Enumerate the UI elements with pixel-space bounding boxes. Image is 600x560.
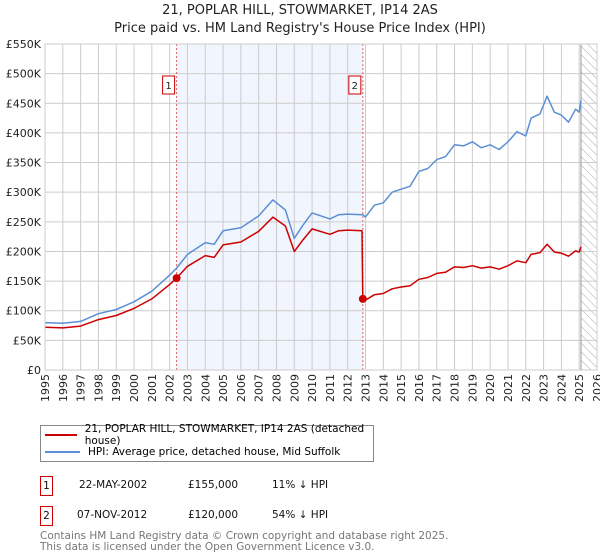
footer-licence: This data is licensed under the Open Gov… (40, 541, 375, 553)
x-tick-label: 2004 (199, 374, 212, 402)
x-tick-label: 2009 (288, 374, 301, 402)
y-tick-label: £50K (13, 334, 42, 347)
x-tick-label: 2002 (164, 374, 177, 402)
sale-label-box (162, 75, 176, 95)
legend-item-hpi: HPI: Average price, detached house, Mid … (45, 444, 340, 460)
x-tick-label: 2005 (217, 374, 230, 402)
sale-marker: 1 (40, 476, 53, 496)
y-tick-label: £300K (6, 186, 42, 199)
x-tick-label: 1997 (75, 374, 88, 402)
sale-hpi-diff: 11% ↓ HPI (272, 479, 329, 491)
x-tick-label: 2003 (181, 374, 194, 402)
forecast-hatch (580, 44, 597, 370)
x-tick-label: 1996 (57, 374, 70, 402)
x-tick-label: 2014 (377, 374, 390, 402)
plot-border (44, 43, 598, 371)
legend: 21, POPLAR HILL, STOWMARKET, IP14 2AS (d… (40, 423, 374, 462)
sale-price: £155,000 (188, 479, 239, 491)
x-tick-label: 2013 (360, 374, 373, 402)
x-tick-label: 2024 (555, 374, 568, 402)
x-tick-label: 2019 (466, 374, 479, 402)
sale-date: 22-MAY-2002 (79, 479, 148, 491)
price-chart: 1995 1996 1997 1998 1999 2000 2001 2002 2003 2004… (6, 38, 600, 402)
x-tick-label: 2017 (431, 374, 444, 402)
x-tick-label: 2006 (235, 374, 248, 402)
x-tick-label: 1995 (39, 374, 52, 402)
x-tick-label: 2001 (146, 374, 159, 402)
sale-date: 07-NOV-2012 (77, 509, 148, 521)
y-tick-label: £400K (6, 127, 42, 140)
x-tick-label: 1998 (92, 374, 105, 402)
x-tick-label: 2018 (449, 374, 462, 402)
x-tick-label: 2008 (270, 374, 283, 402)
x-tick-label: 2011 (324, 374, 337, 402)
legend-item-property: 21, POPLAR HILL, STOWMARKET, IP14 2AS (d… (45, 423, 373, 447)
footer-copyright: Contains HM Land Registry data © Crown c… (40, 530, 449, 542)
x-tick-label: 2012 (342, 374, 355, 402)
sale-label: 2 (352, 81, 358, 92)
y-tick-label: £550K (6, 38, 42, 51)
x-tick-label: 2020 (484, 374, 497, 402)
x-tick-label: 2000 (128, 374, 141, 402)
y-tick-label: £500K (6, 68, 42, 81)
chart-title: 21, POPLAR HILL, STOWMARKET, IP14 2AS (162, 3, 438, 18)
y-tick-label: £350K (6, 157, 42, 170)
y-tick-label: £250K (6, 216, 42, 229)
property-price-line (44, 216, 582, 329)
sale-point (358, 294, 367, 303)
legend-label-hpi: HPI: Average price, detached house, Mid … (88, 446, 341, 458)
hpi-line (44, 95, 582, 324)
legend-swatch-red (45, 434, 77, 436)
x-tick-label: 2025 (573, 374, 586, 402)
y-tick-label: £150K (6, 275, 42, 288)
sale-label-box (348, 75, 362, 95)
sale-hpi-diff: 54% ↓ HPI (272, 509, 329, 521)
x-tick-label: 2010 (306, 374, 319, 402)
legend-label-property: 21, POPLAR HILL, STOWMARKET, IP14 2AS (d… (84, 423, 365, 447)
x-tick-label: 2015 (395, 374, 408, 402)
y-tick-label: £200K (6, 245, 42, 258)
x-tick-label: 2007 (253, 374, 266, 402)
x-tick-label: 2021 (502, 374, 515, 402)
sale-label: 1 (165, 81, 171, 92)
y-tick-label: £450K (6, 97, 42, 110)
legend-swatch-blue (45, 451, 80, 453)
chart-subtitle: Price paid vs. HM Land Registry's House … (114, 21, 486, 36)
sale-point (172, 274, 181, 283)
x-tick-label: 1999 (110, 374, 123, 402)
sale-marker: 2 (40, 506, 53, 526)
x-tick-label: 2016 (413, 374, 426, 402)
y-tick-label: £0 (27, 364, 41, 377)
y-tick-label: £100K (6, 305, 42, 318)
x-tick-label: 2026 (591, 374, 600, 402)
x-tick-label: 2022 (520, 374, 533, 402)
sale-price: £120,000 (188, 509, 239, 521)
shaded-ownership-period (176, 44, 363, 370)
x-tick-label: 2023 (538, 374, 551, 402)
